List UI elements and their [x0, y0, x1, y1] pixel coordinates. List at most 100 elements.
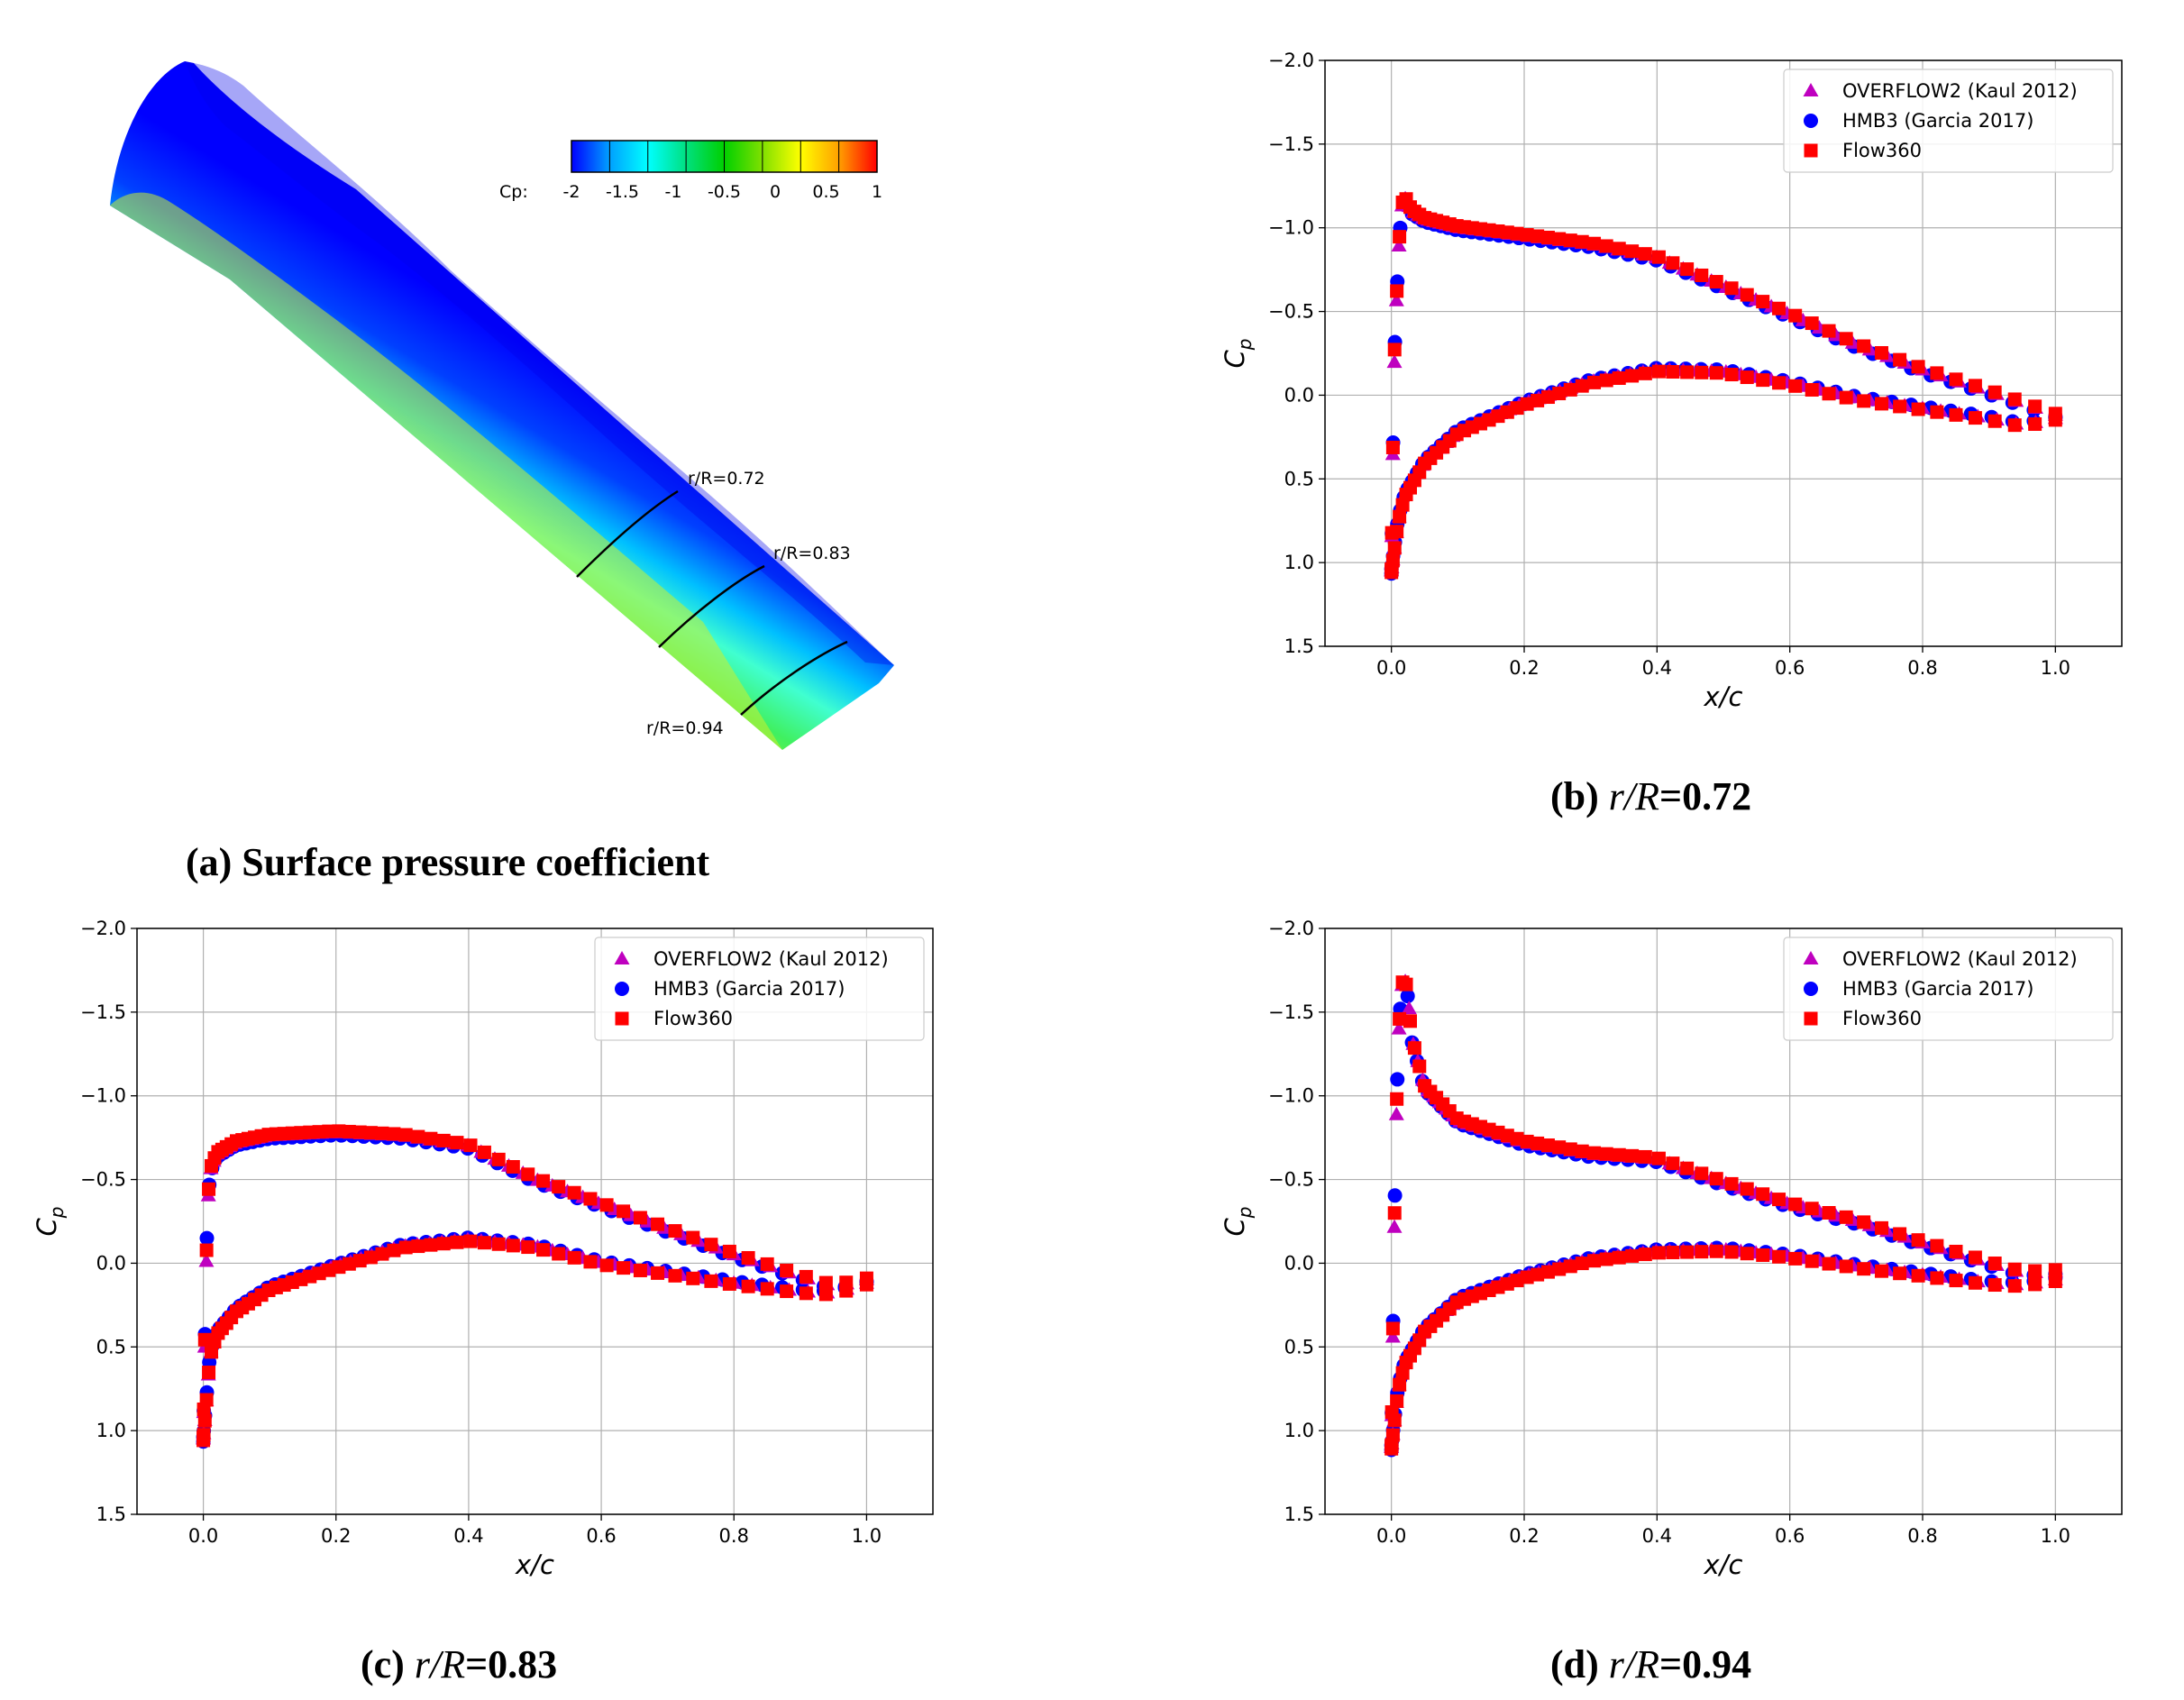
marker-flow360	[1390, 1394, 1404, 1408]
y-tick-label: −0.5	[1268, 1169, 1314, 1191]
marker-flow360	[1968, 1250, 1982, 1265]
marker-flow360	[651, 1217, 665, 1231]
marker-flow360	[1988, 1278, 2002, 1293]
legend-marker-flow360	[615, 1011, 629, 1026]
marker-flow360	[363, 1250, 378, 1265]
marker-flow360	[1805, 316, 1819, 331]
marker-overflow	[1386, 354, 1403, 369]
marker-flow360	[1695, 1166, 1709, 1181]
marker-flow360	[1756, 1248, 1770, 1262]
marker-flow360	[1563, 1259, 1577, 1274]
marker-flow360	[1393, 1011, 1407, 1026]
marker-flow360	[2007, 418, 2022, 433]
marker-flow360	[1407, 1041, 1421, 1056]
marker-flow360	[1839, 1259, 1853, 1274]
marker-flow360	[521, 1240, 535, 1255]
panel-a: r/R=0.72 r/R=0.83 r/R=0.94 Cp: -2 -1.5 -1 -…	[110, 61, 894, 884]
marker-flow360	[1805, 1254, 1819, 1268]
marker-flow360	[741, 1279, 755, 1293]
y-tick-label: −1.5	[1268, 133, 1314, 155]
marker-flow360	[722, 1244, 736, 1258]
marker-flow360	[704, 1238, 718, 1252]
y-tick-label: 0.5	[96, 1336, 126, 1357]
legend-box	[594, 937, 925, 1041]
marker-flow360	[617, 1261, 631, 1275]
marker-flow360	[818, 1287, 833, 1302]
marker-flow360	[1625, 244, 1640, 259]
marker-flow360	[1638, 366, 1652, 380]
marker-flow360	[1390, 525, 1404, 539]
legend-box	[1783, 937, 2114, 1041]
panel-b: 0.0 0.2 0.4 0.6 0.8 1.0 −2.0 −1.5 −1.0 −0.5 0.0 0.5…	[1220, 50, 2123, 818]
marker-flow360	[1552, 232, 1567, 246]
series-hmb3	[1384, 196, 2063, 581]
y-tick-label: 1.5	[1284, 1503, 1314, 1525]
marker-flow360	[1563, 1142, 1577, 1156]
marker-flow360	[1520, 1134, 1534, 1148]
x-axis-label: x/c	[1704, 681, 1743, 712]
x-tick-label: 0.0	[1376, 1525, 1406, 1547]
x-tick-label: 0.8	[1907, 1525, 1937, 1547]
colorbar-label: Cp:	[499, 182, 528, 202]
y-tick-label: −2.0	[1268, 50, 1314, 71]
legend-marker-flow360	[1804, 1011, 1818, 1026]
marker-flow360	[1839, 332, 1853, 346]
marker-flow360	[668, 1268, 682, 1283]
marker-flow360	[1893, 352, 1907, 367]
x-tick-label: 1.0	[2041, 657, 2070, 679]
y-tick-label: −0.5	[80, 1169, 126, 1191]
marker-flow360	[199, 1243, 214, 1257]
marker-flow360	[1587, 375, 1602, 389]
caption-prefix: (d)	[1550, 1642, 1609, 1686]
marker-flow360	[1575, 234, 1589, 249]
x-tick-label: 0.6	[586, 1525, 616, 1547]
marker-flow360	[1709, 275, 1723, 289]
marker-flow360	[411, 1239, 425, 1254]
marker-flow360	[686, 1230, 700, 1245]
x-tick-label: 0.6	[1775, 657, 1805, 679]
marker-flow360	[463, 1234, 478, 1248]
marker-flow360	[1911, 1268, 1925, 1283]
marker-flow360	[1651, 1246, 1666, 1260]
x-tick-label: 0.2	[1509, 657, 1539, 679]
marker-flow360	[375, 1126, 389, 1140]
marker-flow360	[1756, 373, 1770, 388]
section-label-094: r/R=0.94	[646, 718, 724, 738]
marker-flow360	[1393, 509, 1407, 524]
marker-flow360	[686, 1271, 700, 1285]
caption-value: =0.83	[465, 1642, 557, 1686]
colorbar: Cp: -2 -1.5 -1 -0.5 0 0.5 1	[499, 140, 882, 202]
marker-flow360	[1695, 268, 1709, 282]
marker-flow360	[1552, 1262, 1567, 1276]
marker-flow360	[1911, 402, 1925, 416]
marker-flow360	[1587, 1254, 1602, 1268]
marker-flow360	[1788, 379, 1803, 393]
x-tick-label: 0.6	[1775, 1525, 1805, 1547]
marker-flow360	[1724, 1245, 1739, 1259]
markers-b	[1384, 190, 2063, 581]
series-overflow	[1384, 973, 2063, 1453]
marker-flow360	[1520, 228, 1534, 242]
colorbar-tick-label: -2	[563, 182, 580, 202]
y-axis-label-main: C	[1220, 1217, 1250, 1236]
marker-flow360	[1930, 1238, 1944, 1253]
marker-flow360	[352, 1254, 367, 1268]
marker-flow360	[1651, 364, 1666, 379]
marker-flow360	[1612, 1250, 1626, 1265]
marker-flow360	[1390, 1092, 1404, 1106]
y-tick-label: 1.0	[96, 1420, 126, 1441]
marker-flow360	[1390, 284, 1404, 298]
marker-flow360	[1772, 1193, 1786, 1207]
marker-flow360	[1395, 1366, 1410, 1380]
marker-flow360	[2007, 1279, 2022, 1293]
marker-flow360	[1756, 1187, 1770, 1202]
marker-flow360	[1949, 372, 1963, 387]
marker-flow360	[1599, 1252, 1613, 1266]
marker-flow360	[1612, 242, 1626, 256]
marker-flow360	[741, 1250, 755, 1265]
marker-flow360	[411, 1129, 425, 1144]
marker-flow360	[1520, 1270, 1534, 1284]
marker-flow360	[387, 1243, 401, 1257]
marker-flow360	[1930, 405, 1944, 419]
